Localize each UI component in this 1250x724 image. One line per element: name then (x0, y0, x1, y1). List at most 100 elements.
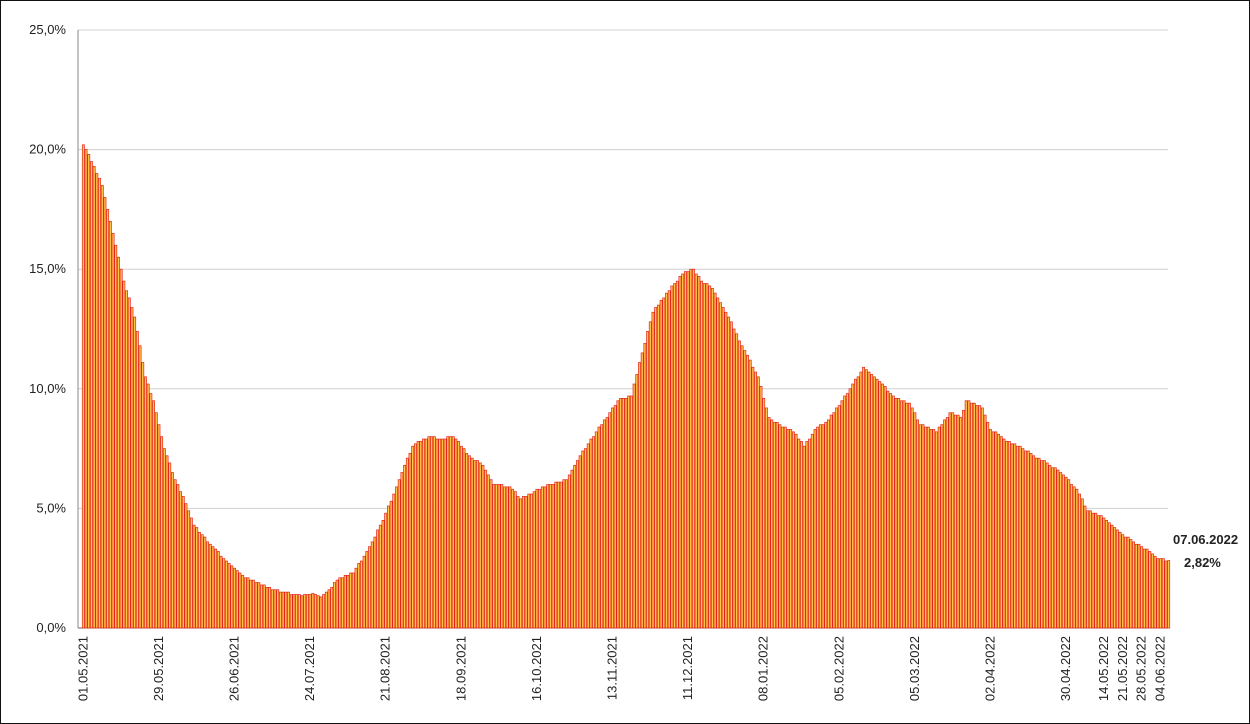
bar (924, 426, 928, 629)
y-tick-label: 0,0% (36, 620, 66, 635)
x-tick-label: 04.06.2022 (1153, 636, 1168, 701)
bar (773, 421, 776, 629)
bar (883, 386, 887, 629)
bar (238, 572, 242, 629)
bar (1167, 560, 1171, 629)
bar (114, 244, 118, 629)
bar (135, 331, 139, 629)
bar (368, 546, 371, 629)
bar (195, 527, 199, 629)
bar (1016, 445, 1019, 629)
y-tick-label: 15,0% (29, 261, 66, 276)
bar (600, 424, 604, 629)
bar (289, 594, 293, 629)
bar (713, 292, 717, 629)
bar (106, 209, 110, 629)
bar (546, 484, 550, 629)
bar (889, 393, 893, 629)
bar (929, 429, 933, 629)
bar (805, 441, 809, 629)
bar (899, 400, 903, 629)
bar (327, 589, 331, 629)
bar (219, 555, 223, 629)
bar (511, 488, 515, 629)
bar (530, 493, 533, 629)
bar (225, 560, 228, 629)
bar (154, 412, 158, 629)
bar (316, 595, 320, 629)
bar (975, 405, 979, 629)
bar (457, 441, 461, 629)
bar (521, 496, 525, 629)
bar (1105, 520, 1108, 629)
bar (913, 412, 917, 629)
x-tick-label: 11.12.2021 (680, 636, 695, 700)
bar (646, 331, 650, 629)
bar (710, 287, 714, 629)
bar (821, 424, 825, 629)
bar (440, 438, 444, 629)
bar (1032, 455, 1036, 629)
bar (1159, 558, 1162, 629)
bar (1102, 517, 1106, 629)
bar (149, 393, 153, 629)
bar (881, 383, 884, 629)
bar (721, 307, 725, 629)
bar (1002, 438, 1006, 629)
bar (200, 534, 204, 629)
bar (270, 589, 274, 629)
bar (362, 555, 366, 629)
bar (494, 484, 498, 629)
bar (513, 491, 517, 629)
bar (279, 591, 282, 629)
bar (692, 268, 695, 629)
bar (411, 445, 415, 629)
bar (999, 436, 1003, 629)
x-tick-label: 21.05.2022 (1115, 636, 1130, 701)
bar (98, 177, 101, 629)
bar (527, 493, 531, 629)
bar (430, 436, 434, 629)
bar (300, 595, 304, 629)
bar (743, 350, 747, 629)
bar (173, 479, 177, 629)
bar (184, 503, 188, 629)
bar (894, 398, 898, 629)
bar (1142, 548, 1146, 629)
bar (775, 421, 779, 629)
bar (206, 541, 209, 629)
bar (659, 299, 663, 629)
bar (940, 424, 944, 629)
bar (365, 551, 369, 629)
bar (381, 520, 385, 629)
bar (157, 424, 161, 629)
bar (640, 352, 644, 629)
bar (735, 333, 739, 629)
bar (570, 469, 574, 629)
annotation-date: 07.06.2022 (1173, 532, 1238, 547)
bar (125, 290, 128, 629)
bar (1045, 462, 1049, 629)
bar (1083, 505, 1087, 629)
bar (970, 402, 973, 629)
bar (1156, 558, 1160, 629)
bar (95, 173, 99, 629)
bar (554, 481, 558, 629)
bar (908, 402, 911, 629)
bar (794, 433, 798, 629)
bar (1091, 512, 1095, 629)
bar (621, 398, 625, 629)
bar (1099, 515, 1103, 629)
bar (127, 297, 131, 629)
bar (989, 429, 992, 629)
bar (802, 445, 806, 629)
bar (926, 426, 930, 629)
bar (864, 369, 868, 629)
bar (181, 496, 185, 629)
bar (1134, 543, 1138, 629)
bar (697, 276, 701, 629)
bar (1140, 546, 1144, 629)
bar (581, 450, 585, 629)
bar (840, 400, 844, 629)
bar (597, 426, 601, 629)
